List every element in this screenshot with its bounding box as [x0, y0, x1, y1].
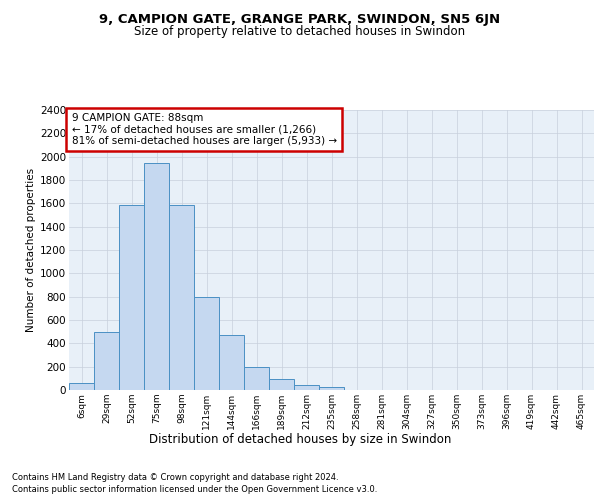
Bar [219, 335, 244, 390]
Bar [119, 204, 144, 390]
Bar [244, 367, 269, 390]
Y-axis label: Number of detached properties: Number of detached properties [26, 168, 36, 332]
Text: Contains public sector information licensed under the Open Government Licence v3: Contains public sector information licen… [12, 485, 377, 494]
Bar [269, 379, 294, 390]
Text: 9, CAMPION GATE, GRANGE PARK, SWINDON, SN5 6JN: 9, CAMPION GATE, GRANGE PARK, SWINDON, S… [100, 12, 500, 26]
Bar [69, 383, 94, 390]
Bar [144, 162, 169, 390]
Bar [169, 204, 194, 390]
Text: Distribution of detached houses by size in Swindon: Distribution of detached houses by size … [149, 432, 451, 446]
Text: 9 CAMPION GATE: 88sqm
← 17% of detached houses are smaller (1,266)
81% of semi-d: 9 CAMPION GATE: 88sqm ← 17% of detached … [71, 113, 337, 146]
Bar [294, 386, 319, 390]
Bar [94, 332, 119, 390]
Text: Contains HM Land Registry data © Crown copyright and database right 2024.: Contains HM Land Registry data © Crown c… [12, 472, 338, 482]
Bar [319, 387, 344, 390]
Bar [194, 296, 219, 390]
Text: Size of property relative to detached houses in Swindon: Size of property relative to detached ho… [134, 25, 466, 38]
